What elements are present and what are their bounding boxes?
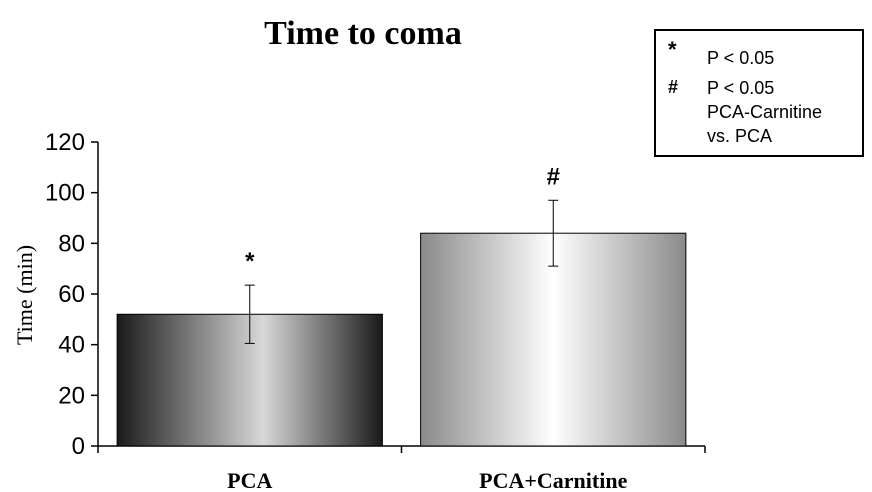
y-tick-label: 0: [72, 433, 85, 460]
legend-hash-text-line2: PCA-Carnitine: [707, 102, 823, 122]
legend-asterisk-symbol: *: [668, 37, 677, 62]
significance-marker: #: [547, 163, 560, 190]
plot-area: 0 20 40 60 80 100 120 * PCA # PCA+Carnitine: [45, 129, 706, 492]
legend-hash-text-line3: vs. PCA: [707, 126, 773, 146]
chart-title: Time to coma: [264, 15, 462, 52]
y-tick-label: 20: [58, 382, 85, 409]
y-tick-label: 40: [58, 332, 85, 359]
significance-marker: *: [245, 248, 255, 275]
y-axis-label: Time (min): [12, 245, 37, 345]
legend-asterisk-text: P < 0.05: [707, 48, 775, 68]
y-tick-label: 80: [58, 230, 85, 257]
legend-box: * P < 0.05 # P < 0.05 PCA-Carnitine vs. …: [654, 29, 864, 157]
y-tick-label: 100: [45, 180, 85, 207]
y-tick-label: 60: [58, 281, 85, 308]
x-category-label: PCA: [227, 468, 272, 492]
bar: [420, 232, 687, 447]
legend-hash-text: P < 0.05: [707, 78, 775, 98]
y-tick-label: 120: [45, 129, 85, 156]
legend-hash-symbol: #: [668, 77, 679, 97]
x-category-label: PCA+Carnitine: [479, 468, 627, 492]
